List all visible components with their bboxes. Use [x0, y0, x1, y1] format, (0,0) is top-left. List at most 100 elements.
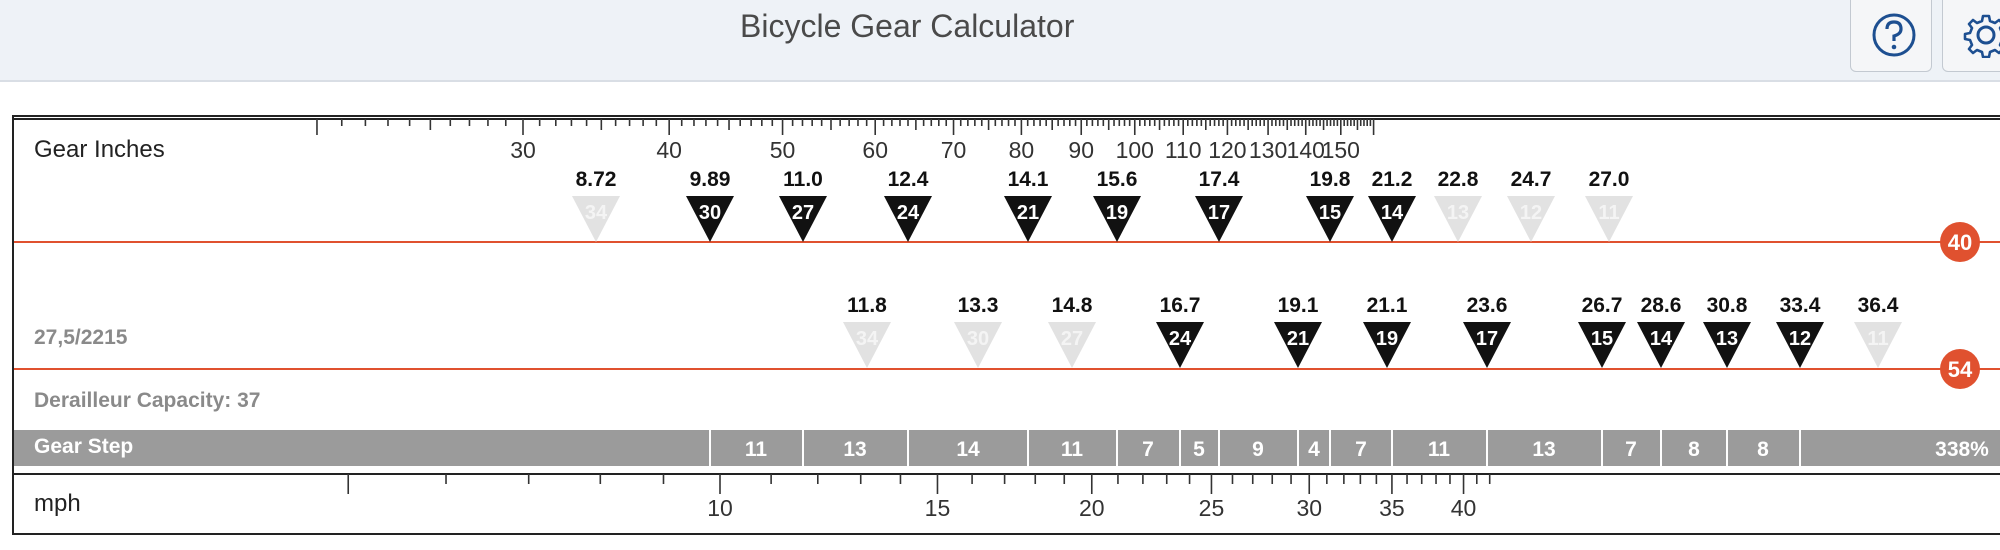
cog-teeth-label: 34 — [585, 202, 608, 224]
speed-tick-label: 40 — [1451, 495, 1477, 521]
gear-marker — [1368, 196, 1416, 242]
gear-marker — [1578, 322, 1626, 368]
gear-step-value: 11 — [1061, 438, 1084, 461]
gear-value-label: 8.72 — [576, 168, 617, 191]
gear-step-label: Gear Step — [34, 435, 134, 458]
cog-teeth-label: 21 — [1017, 202, 1039, 224]
gear-value-label: 12.4 — [888, 168, 929, 191]
cog-teeth-label: 12 — [1520, 202, 1542, 224]
gear-value-label: 27.0 — [1589, 168, 1630, 191]
derailleur-capacity: Derailleur Capacity: 37 — [34, 389, 261, 412]
cog-teeth-label: 13 — [1716, 328, 1738, 350]
gear-value-label: 26.7 — [1582, 294, 1623, 317]
cog-teeth-label: 17 — [1208, 202, 1230, 224]
gear-value-label: 13.3 — [958, 294, 999, 317]
help-circle-icon — [1872, 13, 1916, 57]
gear-marker — [1637, 322, 1685, 368]
settings-button[interactable] — [1942, 0, 2000, 72]
cog-teeth-label: 17 — [1476, 328, 1498, 350]
speed-unit-label: mph — [34, 490, 81, 517]
app-header: Bicycle Gear Calculator — [0, 0, 2000, 82]
cog-teeth-label: 21 — [1287, 328, 1309, 350]
help-button[interactable] — [1850, 0, 1932, 72]
cog-teeth-label: 11 — [1867, 328, 1888, 350]
gear-value-label: 17.4 — [1199, 168, 1240, 191]
gear-inches-tick-label: 120 — [1208, 137, 1246, 163]
gear-marker — [1306, 196, 1354, 242]
chainring-badge — [1940, 349, 1980, 389]
gear-step-value: 7 — [1142, 438, 1154, 461]
gear-step-value: 5 — [1193, 438, 1205, 461]
cog-teeth-label: 12 — [1789, 328, 1811, 350]
cog-teeth-label: 27 — [792, 202, 814, 224]
speed-tick-label: 10 — [707, 495, 733, 521]
gear-inches-tick-label: 140 — [1287, 137, 1325, 163]
chainring-badge — [1940, 222, 1980, 262]
gear-step-value: 9 — [1252, 438, 1264, 461]
cog-teeth-label: 19 — [1376, 328, 1398, 350]
gear-value-label: 19.8 — [1310, 168, 1351, 191]
gear-value-label: 16.7 — [1160, 294, 1201, 317]
gear-step-value: 4 — [1308, 438, 1320, 461]
speed-tick-label: 20 — [1079, 495, 1105, 521]
gear-value-label: 11.8 — [847, 294, 887, 317]
gear-value-label: 11.0 — [783, 168, 823, 191]
gear-inches-tick-label: 80 — [1009, 137, 1035, 163]
gear-marker — [1854, 322, 1902, 368]
gear-value-label: 22.8 — [1438, 168, 1479, 191]
cog-teeth-label: 24 — [897, 202, 920, 224]
gear-step-value: 14 — [956, 438, 980, 461]
gear-marker — [1195, 196, 1243, 242]
gear-marker — [1507, 196, 1555, 242]
cog-teeth-label: 14 — [1381, 202, 1404, 224]
gear-value-label: 21.1 — [1367, 294, 1408, 317]
gear-step-value: 11 — [745, 438, 768, 461]
gear-value-label: 24.7 — [1511, 168, 1552, 191]
gear-marker — [1585, 196, 1633, 242]
gear-inches-tick-label: 70 — [941, 137, 967, 163]
gear-marker — [843, 322, 891, 368]
gear-marker — [1434, 196, 1482, 242]
gear-marker — [1004, 196, 1052, 242]
gear-value-label: 15.6 — [1097, 168, 1138, 191]
gear-inches-tick-label: 30 — [510, 137, 536, 163]
gear-inches-tick-label: 60 — [862, 137, 888, 163]
gear-value-label: 19.1 — [1278, 294, 1319, 317]
gear-step-value: 7 — [1625, 438, 1637, 461]
gear-value-label: 36.4 — [1858, 294, 1899, 317]
gear-step-value: 7 — [1355, 438, 1367, 461]
gear-value-label: 9.89 — [690, 168, 731, 191]
tire-size-label: 27,5/2215 — [34, 326, 128, 349]
gear-marker — [1048, 322, 1096, 368]
gear-marker — [1703, 322, 1751, 368]
gear-value-label: 14.8 — [1052, 294, 1093, 317]
gear-value-label: 21.2 — [1372, 168, 1413, 191]
gear-step-value: 13 — [1532, 438, 1555, 461]
cog-teeth-label: 15 — [1319, 202, 1341, 224]
chainring-teeth-label: 54 — [1948, 357, 1973, 382]
gear-marker — [572, 196, 620, 242]
gear-marker — [686, 196, 734, 242]
gear-value-label: 30.8 — [1707, 294, 1748, 317]
gear-value-label: 14.1 — [1008, 168, 1049, 191]
cog-teeth-label: 19 — [1106, 202, 1128, 224]
gear-marker — [1093, 196, 1141, 242]
gear-inches-tick-label: 150 — [1322, 137, 1360, 163]
gear-marker — [779, 196, 827, 242]
gear-step-total: 338% — [1935, 438, 1989, 461]
speed-tick-label: 25 — [1199, 495, 1225, 521]
gear-step-value: 13 — [843, 438, 866, 461]
gear-step-row — [14, 430, 2000, 466]
gear-step-value: 8 — [1688, 438, 1700, 461]
gear-inches-tick-label: 90 — [1068, 137, 1094, 163]
chainring-teeth-label: 40 — [1948, 230, 1972, 255]
cog-teeth-label: 14 — [1650, 328, 1673, 350]
app-title: Bicycle Gear Calculator — [740, 8, 1075, 44]
cog-teeth-label: 24 — [1169, 328, 1192, 350]
cog-teeth-label: 15 — [1591, 328, 1613, 350]
gear-marker — [954, 322, 1002, 368]
gear-marker — [1274, 322, 1322, 368]
gear-inches-label: Gear Inches — [34, 136, 165, 163]
gear-marker — [1363, 322, 1411, 368]
gear-value-label: 23.6 — [1467, 294, 1508, 317]
